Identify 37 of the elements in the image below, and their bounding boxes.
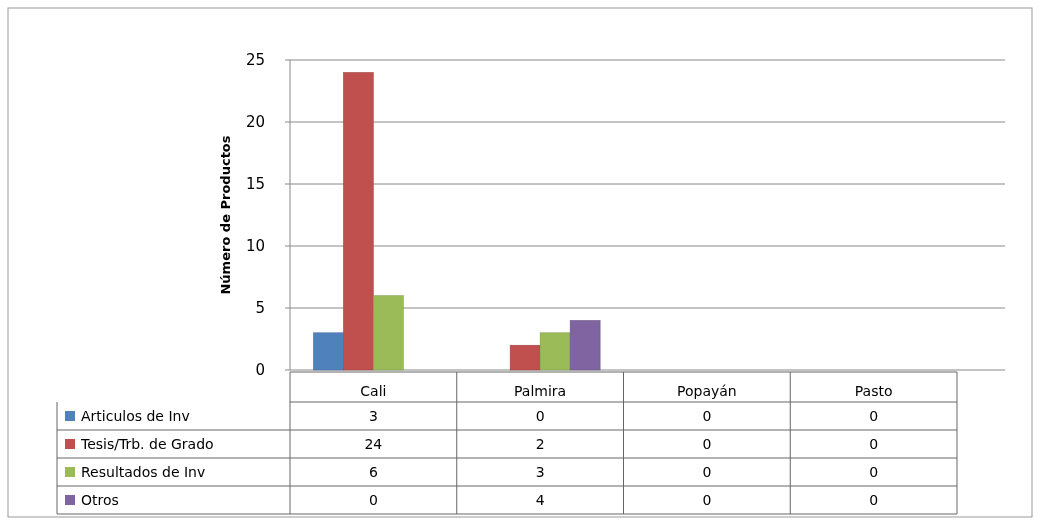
data-label: 6: [368, 463, 378, 480]
legend-label: Tesis/Trb. de Grado: [80, 435, 214, 452]
y-tick-label: 20: [245, 113, 265, 132]
data-label: 24: [364, 435, 383, 452]
data-label: 0: [368, 491, 378, 508]
bar: [373, 295, 404, 371]
y-tick-label: 0: [255, 361, 265, 380]
data-label: 4: [535, 491, 545, 508]
bar: [313, 332, 344, 371]
x-tick-label: Popayán: [677, 382, 737, 399]
data-label: 0: [869, 435, 879, 452]
data-label: 2: [535, 435, 545, 452]
legend-label: Otros: [81, 491, 119, 508]
y-tick-label: 5: [255, 299, 265, 318]
bar: [343, 72, 374, 371]
data-label: 3: [535, 463, 545, 480]
data-label: 0: [869, 407, 879, 424]
x-tick-label: Pasto: [854, 382, 893, 399]
y-tick-label: 15: [245, 175, 265, 194]
bar: [509, 344, 541, 371]
x-tick-label: Palmira: [514, 382, 567, 399]
data-label: 0: [702, 463, 712, 480]
x-tick-label: Cali: [360, 382, 387, 399]
bar: [569, 320, 601, 371]
y-tick-label: 25: [245, 51, 265, 70]
legend-label: Articulos de Inv: [81, 407, 190, 424]
legend-label: Resultados de Inv: [81, 463, 206, 480]
data-label: 0: [702, 435, 712, 452]
data-label: 0: [702, 491, 712, 508]
y-axis-title: Número de Productos: [218, 135, 233, 295]
y-tick-label: 10: [245, 237, 265, 256]
data-label: 0: [535, 407, 545, 424]
data-label: 0: [869, 463, 879, 480]
data-label: 3: [368, 407, 378, 424]
data-label: 0: [869, 491, 879, 508]
bar: [539, 332, 571, 371]
data-label: 0: [702, 407, 712, 424]
